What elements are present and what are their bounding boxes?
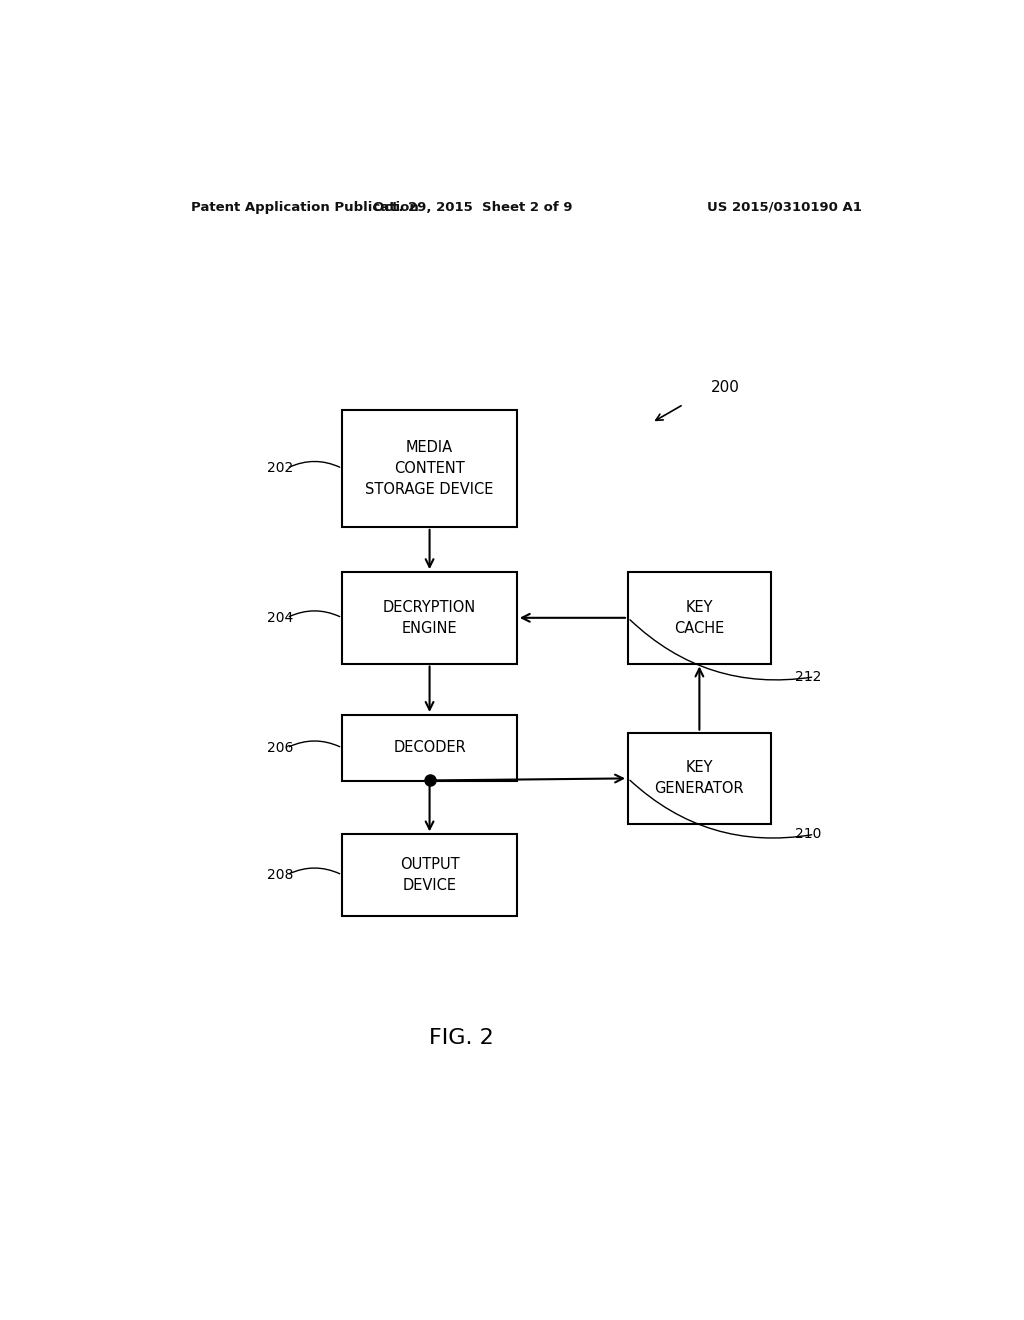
Text: US 2015/0310190 A1: US 2015/0310190 A1 — [708, 201, 862, 214]
Text: 202: 202 — [267, 462, 293, 475]
Text: KEY
GENERATOR: KEY GENERATOR — [654, 760, 744, 796]
Bar — [628, 572, 771, 664]
Text: KEY
CACHE: KEY CACHE — [674, 599, 725, 636]
Text: DECRYPTION
ENGINE: DECRYPTION ENGINE — [383, 599, 476, 636]
Bar — [342, 834, 517, 916]
Text: 210: 210 — [795, 828, 821, 841]
Bar — [628, 733, 771, 824]
Text: 204: 204 — [267, 611, 293, 624]
Text: 208: 208 — [267, 869, 293, 882]
Text: 200: 200 — [712, 380, 740, 395]
Text: FIG. 2: FIG. 2 — [429, 1027, 494, 1048]
Text: 212: 212 — [795, 669, 821, 684]
Text: 206: 206 — [267, 741, 293, 755]
Bar — [342, 411, 517, 527]
Text: MEDIA
CONTENT
STORAGE DEVICE: MEDIA CONTENT STORAGE DEVICE — [366, 440, 494, 496]
Text: Patent Application Publication: Patent Application Publication — [191, 201, 419, 214]
Bar — [342, 572, 517, 664]
Bar — [342, 715, 517, 781]
Text: OUTPUT
DEVICE: OUTPUT DEVICE — [399, 857, 460, 892]
Text: Oct. 29, 2015  Sheet 2 of 9: Oct. 29, 2015 Sheet 2 of 9 — [374, 201, 573, 214]
Text: DECODER: DECODER — [393, 741, 466, 755]
